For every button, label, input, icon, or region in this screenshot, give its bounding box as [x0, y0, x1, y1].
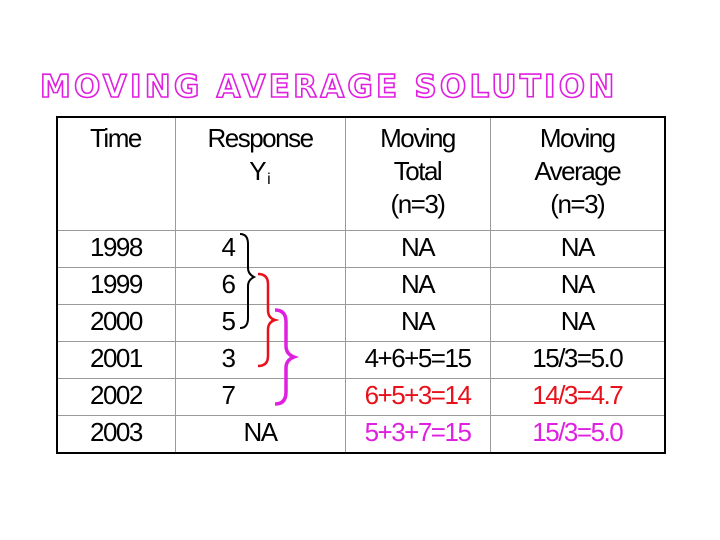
table-row: 1998 4 NA NA — [56, 230, 666, 268]
moving-average-header-line-3: (n=3) — [550, 189, 605, 219]
column-header-time: Time — [56, 116, 176, 231]
cell-response: 4 — [174, 230, 346, 268]
cell-response: 6 — [174, 267, 346, 305]
cell-moving-average: 15/3=5.0 — [489, 341, 666, 379]
table-row: 1999 6 NA NA — [56, 267, 666, 305]
cell-moving-total: 4+6+5=15 — [344, 341, 491, 379]
moving-average-header-line-1: Moving — [539, 123, 616, 153]
cell-time: 2002 — [56, 378, 176, 416]
cell-moving-average: NA — [489, 304, 666, 342]
cell-moving-total-highlighted: 5+3+7=15 — [344, 415, 491, 454]
slide-title: MOVING AVERAGE SOLUTION — [39, 69, 618, 105]
response-variable-subscript: i — [267, 171, 271, 188]
table-row: 2003 NA 5+3+7=15 15/3=5.0 — [56, 415, 666, 454]
cell-time: 2000 — [56, 304, 176, 342]
moving-total-header-line-3: (n=3) — [390, 189, 446, 219]
table-row: 2000 5 NA NA — [56, 304, 666, 342]
cell-time: 2003 — [56, 415, 176, 454]
table-row: 2002 7 6+5+3=14 14/3=4.7 — [56, 378, 666, 416]
cell-moving-average: NA — [489, 230, 666, 268]
cell-response: 3 — [174, 341, 346, 379]
cell-moving-average-highlighted: 14/3=4.7 — [489, 378, 666, 416]
cell-moving-average-highlighted: 15/3=5.0 — [489, 415, 666, 454]
column-header-response-label: Response — [207, 123, 314, 153]
cell-response: 7 — [174, 378, 346, 416]
cell-time: 2001 — [56, 341, 176, 379]
cell-moving-total: NA — [344, 304, 491, 342]
cell-response: NA — [174, 415, 346, 454]
cell-moving-average: NA — [489, 267, 666, 305]
cell-moving-total: NA — [344, 230, 491, 268]
table-row: 2001 3 4+6+5=15 15/3=5.0 — [56, 341, 666, 379]
moving-average-header-line-2: Average — [534, 156, 621, 186]
cell-response: 5 — [174, 304, 346, 342]
column-header-time-label: Time — [90, 123, 142, 153]
moving-total-header-line-2: Total — [393, 156, 443, 186]
response-variable-symbol: Y — [249, 156, 266, 186]
cell-moving-total-highlighted: 6+5+3=14 — [344, 378, 491, 416]
column-header-moving-total: Moving Total (n=3) — [344, 116, 491, 231]
column-header-moving-average: Moving Average (n=3) — [489, 116, 666, 231]
cell-moving-total: NA — [344, 267, 491, 305]
moving-total-header-line-1: Moving — [380, 123, 456, 153]
cell-time: 1998 — [56, 230, 176, 268]
cell-time: 1999 — [56, 267, 176, 305]
